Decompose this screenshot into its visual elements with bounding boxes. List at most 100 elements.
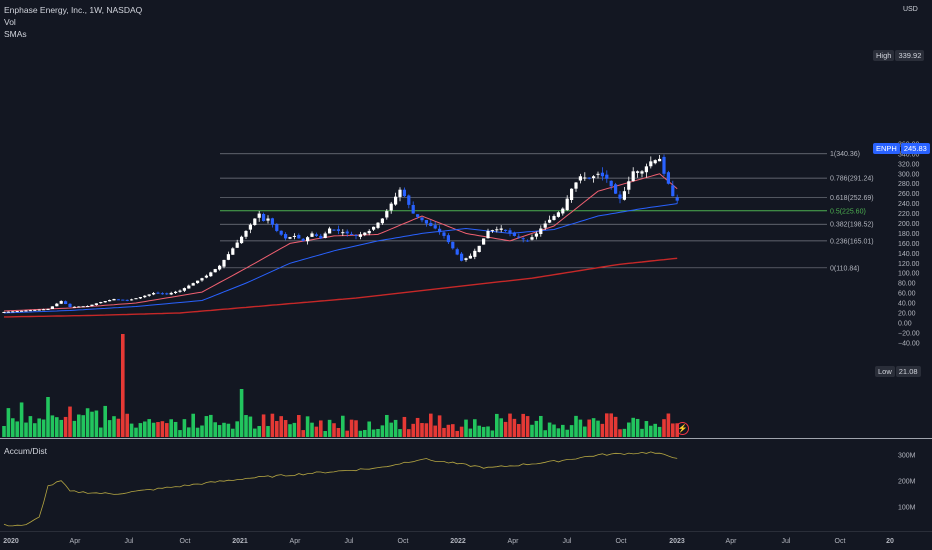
volume-bar xyxy=(217,425,222,437)
candle-body xyxy=(270,218,274,225)
candle-body xyxy=(574,182,578,189)
y-tick-label: 160.00 xyxy=(898,241,920,248)
volume-bar xyxy=(59,419,63,437)
candle-body xyxy=(411,205,415,214)
candle-body xyxy=(460,253,464,261)
accum-dist-pane xyxy=(3,451,678,527)
volume-bar xyxy=(640,428,644,437)
volume-bar xyxy=(569,425,574,437)
fibonacci-levels: 1(340.36) 0.786(291.24) 0.618(252.69) 0.5(2… xyxy=(220,151,874,272)
volume-bar xyxy=(539,415,543,437)
y-tick-label: 260.00 xyxy=(898,191,920,198)
volume-bar xyxy=(6,408,11,437)
volume-bar xyxy=(367,421,371,437)
candle-body xyxy=(77,306,81,308)
volume-bar xyxy=(349,419,354,437)
candle-body xyxy=(561,208,565,214)
sma-line xyxy=(3,203,678,314)
candle-body xyxy=(521,238,525,240)
volume-bar xyxy=(195,427,200,437)
sma-line xyxy=(4,257,678,318)
volume-bar xyxy=(182,419,187,437)
volume-bar xyxy=(81,415,85,437)
candle-body xyxy=(178,290,182,292)
sma-line xyxy=(3,173,678,312)
currency-label[interactable]: USD xyxy=(903,6,918,13)
candle-body xyxy=(50,306,54,310)
smas-label[interactable]: SMAs xyxy=(4,29,27,39)
candle-body xyxy=(130,299,134,301)
candle-body xyxy=(605,174,609,179)
volume-bar xyxy=(332,423,336,437)
candle-body xyxy=(218,265,222,270)
candle-body xyxy=(90,304,94,307)
volume-bar xyxy=(231,428,235,437)
x-tick-label: 20 xyxy=(886,538,894,545)
candle-body xyxy=(526,240,530,242)
candle-body xyxy=(81,306,85,308)
volume-bar xyxy=(587,419,591,437)
volume-bar xyxy=(451,424,455,437)
volume-bar xyxy=(671,423,675,437)
volume-bar xyxy=(503,421,508,437)
volume-bar xyxy=(561,424,565,437)
volume-bar xyxy=(666,413,671,437)
candle-body xyxy=(380,218,384,224)
candle-body xyxy=(20,310,24,312)
candle-body xyxy=(420,217,424,221)
volume-bar xyxy=(222,422,226,437)
candle-body xyxy=(653,160,657,164)
x-tick-label: Jul xyxy=(782,538,791,545)
volume-bar xyxy=(565,429,569,437)
candle-body xyxy=(543,223,547,228)
candle-body xyxy=(609,180,613,187)
candle-body xyxy=(68,303,72,307)
candle-body xyxy=(11,311,15,313)
candle-body xyxy=(455,249,459,255)
y-tick-label: 340.00 xyxy=(898,151,920,158)
candle-body xyxy=(367,230,371,234)
volume-bar xyxy=(433,425,437,437)
candle-body xyxy=(314,234,318,236)
volume-bar xyxy=(464,419,468,437)
candle-body xyxy=(570,188,574,201)
vol-label[interactable]: Vol xyxy=(4,17,16,27)
candle-body xyxy=(253,218,257,226)
candle-body xyxy=(257,213,261,218)
volume-bar xyxy=(512,418,517,437)
volume-bar xyxy=(213,422,217,437)
candle-body xyxy=(556,212,560,217)
volume-bar xyxy=(635,418,640,437)
candle-body xyxy=(209,272,213,277)
volume-bar xyxy=(248,416,253,437)
volume-bar xyxy=(547,422,552,437)
candle-body xyxy=(24,310,28,312)
candle-body xyxy=(446,235,450,243)
accum-dist-label[interactable]: Accum/Dist xyxy=(4,446,47,456)
candle-body xyxy=(279,230,283,235)
high-tag: High 339.92 xyxy=(873,50,925,61)
volume-bar xyxy=(143,421,147,437)
candle-body xyxy=(138,297,142,299)
candle-body xyxy=(504,229,508,231)
volume-bar xyxy=(336,427,341,437)
candle-body xyxy=(636,171,640,173)
volume-bar xyxy=(28,416,33,437)
volume-bar xyxy=(411,423,415,437)
y-tick-label: −40.00 xyxy=(898,340,920,347)
candle-body xyxy=(244,230,248,237)
volume-bar xyxy=(596,420,600,437)
volume-bar xyxy=(77,414,81,437)
candle-body xyxy=(464,258,468,260)
lightning-icon[interactable]: ⚡ xyxy=(676,422,689,435)
x-tick-label: Apr xyxy=(508,538,520,545)
volume-bar xyxy=(363,429,367,437)
candle-body xyxy=(429,222,433,226)
volume-bar xyxy=(11,418,15,437)
volume-bar xyxy=(578,419,583,437)
volume-bar xyxy=(354,420,358,437)
volume-bar xyxy=(103,405,107,437)
candle-body xyxy=(288,237,292,239)
volume-bar xyxy=(244,415,248,437)
